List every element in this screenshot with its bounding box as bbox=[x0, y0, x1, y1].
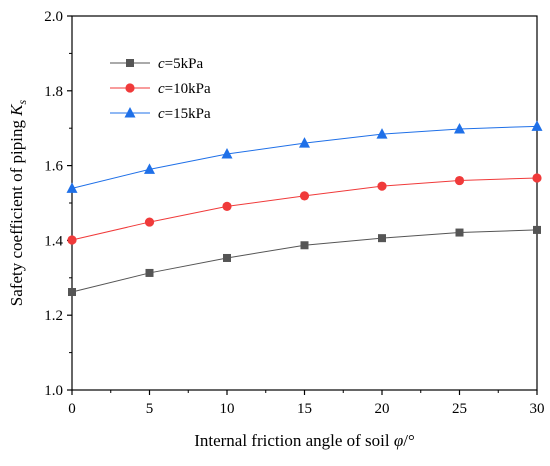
data-point bbox=[67, 235, 77, 245]
data-point bbox=[222, 201, 232, 211]
series-line bbox=[71, 125, 538, 189]
x-tick-label: 20 bbox=[375, 401, 390, 417]
legend-marker bbox=[124, 107, 136, 118]
data-point bbox=[144, 217, 155, 227]
y-tick-label: 2.0 bbox=[44, 9, 63, 25]
y-tick-label: 1.4 bbox=[44, 233, 63, 249]
legend-label: c=10kPa bbox=[158, 81, 211, 97]
series-line bbox=[71, 229, 538, 293]
data-point bbox=[66, 182, 78, 193]
series-1 bbox=[68, 225, 541, 297]
legend-item-3: c=15kPa bbox=[110, 106, 211, 122]
legend: c=5kPa c=10kPa c=15kPa bbox=[110, 56, 211, 122]
legend-marker bbox=[125, 83, 135, 93]
data-point bbox=[532, 173, 542, 183]
data-point bbox=[454, 175, 465, 186]
data-point bbox=[144, 163, 155, 174]
legend-item-1: c=5kPa bbox=[110, 56, 203, 72]
series-2 bbox=[67, 173, 542, 245]
data-point bbox=[455, 228, 464, 237]
data-point bbox=[454, 122, 465, 134]
plot-frame bbox=[71, 15, 538, 391]
x-tick-label: 10 bbox=[220, 401, 235, 417]
x-tick-label: 0 bbox=[68, 401, 76, 417]
data-point bbox=[300, 241, 309, 250]
legend-marker bbox=[126, 59, 134, 67]
legend-label: c=5kPa bbox=[158, 56, 203, 72]
series-layer bbox=[66, 120, 543, 297]
series-line bbox=[71, 177, 538, 241]
axes: 0 5 10 15 20 25 30 1.0 1.2 1.4 1.6 1.8 2.0 bbox=[44, 9, 544, 417]
data-point bbox=[378, 234, 386, 243]
data-point bbox=[299, 191, 310, 201]
y-tick-label: 1.6 bbox=[44, 159, 63, 175]
data-point bbox=[377, 181, 387, 191]
data-point bbox=[533, 225, 541, 234]
data-point bbox=[299, 137, 310, 148]
legend-item-2: c=10kPa bbox=[110, 81, 211, 97]
y-tick-label: 1.0 bbox=[44, 383, 63, 399]
data-point bbox=[145, 268, 154, 277]
data-point bbox=[68, 288, 76, 297]
y-tick-label: 1.8 bbox=[44, 84, 63, 100]
x-axis-title: Internal friction angle of soil φ/° bbox=[194, 431, 415, 450]
y-tick-label: 1.2 bbox=[44, 308, 63, 324]
x-tick-label: 15 bbox=[297, 401, 312, 417]
y-axis-title: Safety coefficient of piping Ks bbox=[7, 99, 29, 306]
x-tick-label: 30 bbox=[530, 401, 545, 417]
data-point bbox=[531, 120, 543, 131]
x-tick-label: 5 bbox=[146, 401, 154, 417]
data-point bbox=[376, 128, 388, 139]
x-tick-label: 25 bbox=[452, 401, 467, 417]
legend-label: c=15kPa bbox=[158, 106, 211, 122]
data-point bbox=[223, 253, 231, 262]
data-point bbox=[221, 148, 233, 159]
series-3 bbox=[66, 120, 543, 193]
